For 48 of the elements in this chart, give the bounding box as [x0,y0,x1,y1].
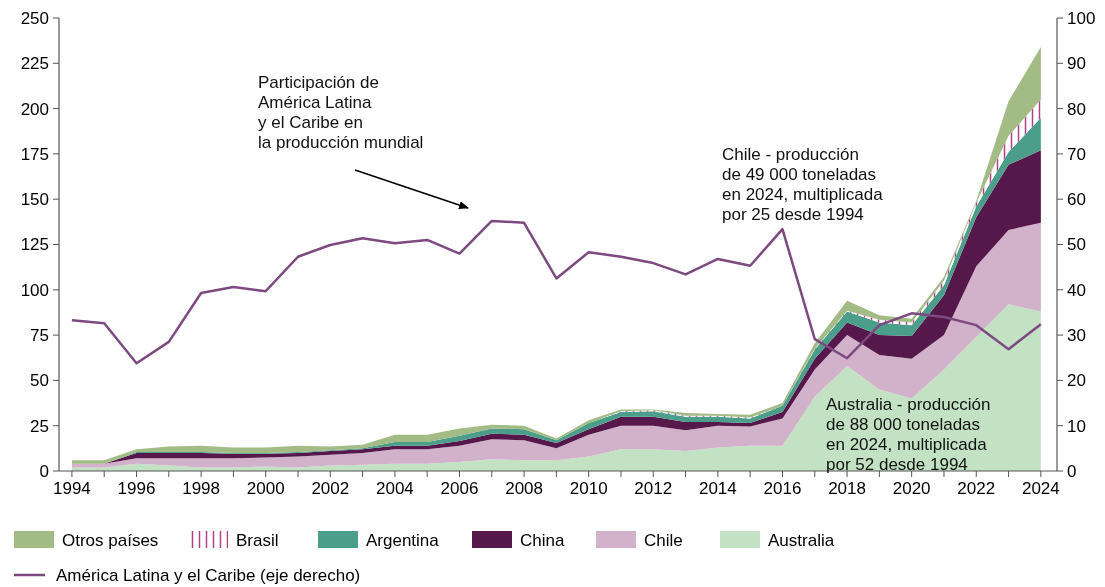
y-tick-label: 150 [20,190,49,210]
x-tick-label: 2014 [698,479,737,498]
x-tick-label: 2020 [892,479,931,498]
y2-tick-label: 40 [1067,280,1086,300]
legend-label: Argentina [366,531,440,550]
x-tick-label: 2004 [375,479,414,498]
y2-tick-label: 70 [1067,144,1086,164]
y-tick-label: 75 [30,326,49,346]
annotation: Participación de América Latina y el Caribe en la producción mundial [258,73,424,152]
x-tick-label: 2022 [957,479,996,498]
x-tick-label: 2012 [634,479,673,498]
y-tick-label: 125 [20,235,49,255]
x-tick-label: 2000 [246,479,285,498]
x-tick-label: 2002 [311,479,350,498]
legend-label: Chile [644,531,683,550]
y2-tick-label: 20 [1067,371,1086,391]
annotation: Australia - producción de 88 000 toneladas en 2024, multiplicada por 52 desde 1994 [826,395,991,474]
y2-tick-label: 60 [1067,190,1086,210]
y-tick-label: 50 [30,371,49,391]
y2-tick-label: 10 [1067,416,1086,436]
y2-tick-label: 100 [1067,8,1096,28]
legend-label: Australia [768,531,835,550]
y2-tick-label: 50 [1067,235,1086,255]
x-tick-label: 2018 [828,479,866,498]
y-tick-label: 200 [20,99,49,119]
legend-label: Otros países [62,531,159,550]
x-tick-label: 2016 [763,479,802,498]
legend-label: América Latina y el Caribe (eje derecho) [56,566,361,585]
annotation: Chile - producción de 49 000 toneladas en 2024, multiplicada por 25 desde 1994 [722,145,884,224]
legend-label: Brasil [236,531,279,550]
y-tick-label: 100 [20,280,49,300]
x-tick-label: 2008 [505,479,543,498]
x-tick-label: 1998 [182,479,221,498]
y-tick-label: 0 [39,461,49,481]
y-tick-label: 225 [20,54,49,74]
y-tick-label: 250 [20,8,49,28]
x-tick-label: 2006 [440,479,479,498]
y-tick-label: 25 [30,416,49,436]
x-tick-label: 1996 [117,479,156,498]
y-tick-label: 175 [20,144,49,164]
y2-tick-label: 90 [1067,54,1086,74]
x-tick-label: 1994 [53,479,91,498]
y2-tick-label: 30 [1067,326,1086,346]
x-tick-label: 2010 [569,479,608,498]
x-tick-label: 2024 [1021,479,1060,498]
y2-tick-label: 0 [1067,461,1077,481]
y2-tick-label: 80 [1067,99,1086,119]
legend-label: China [520,531,565,550]
